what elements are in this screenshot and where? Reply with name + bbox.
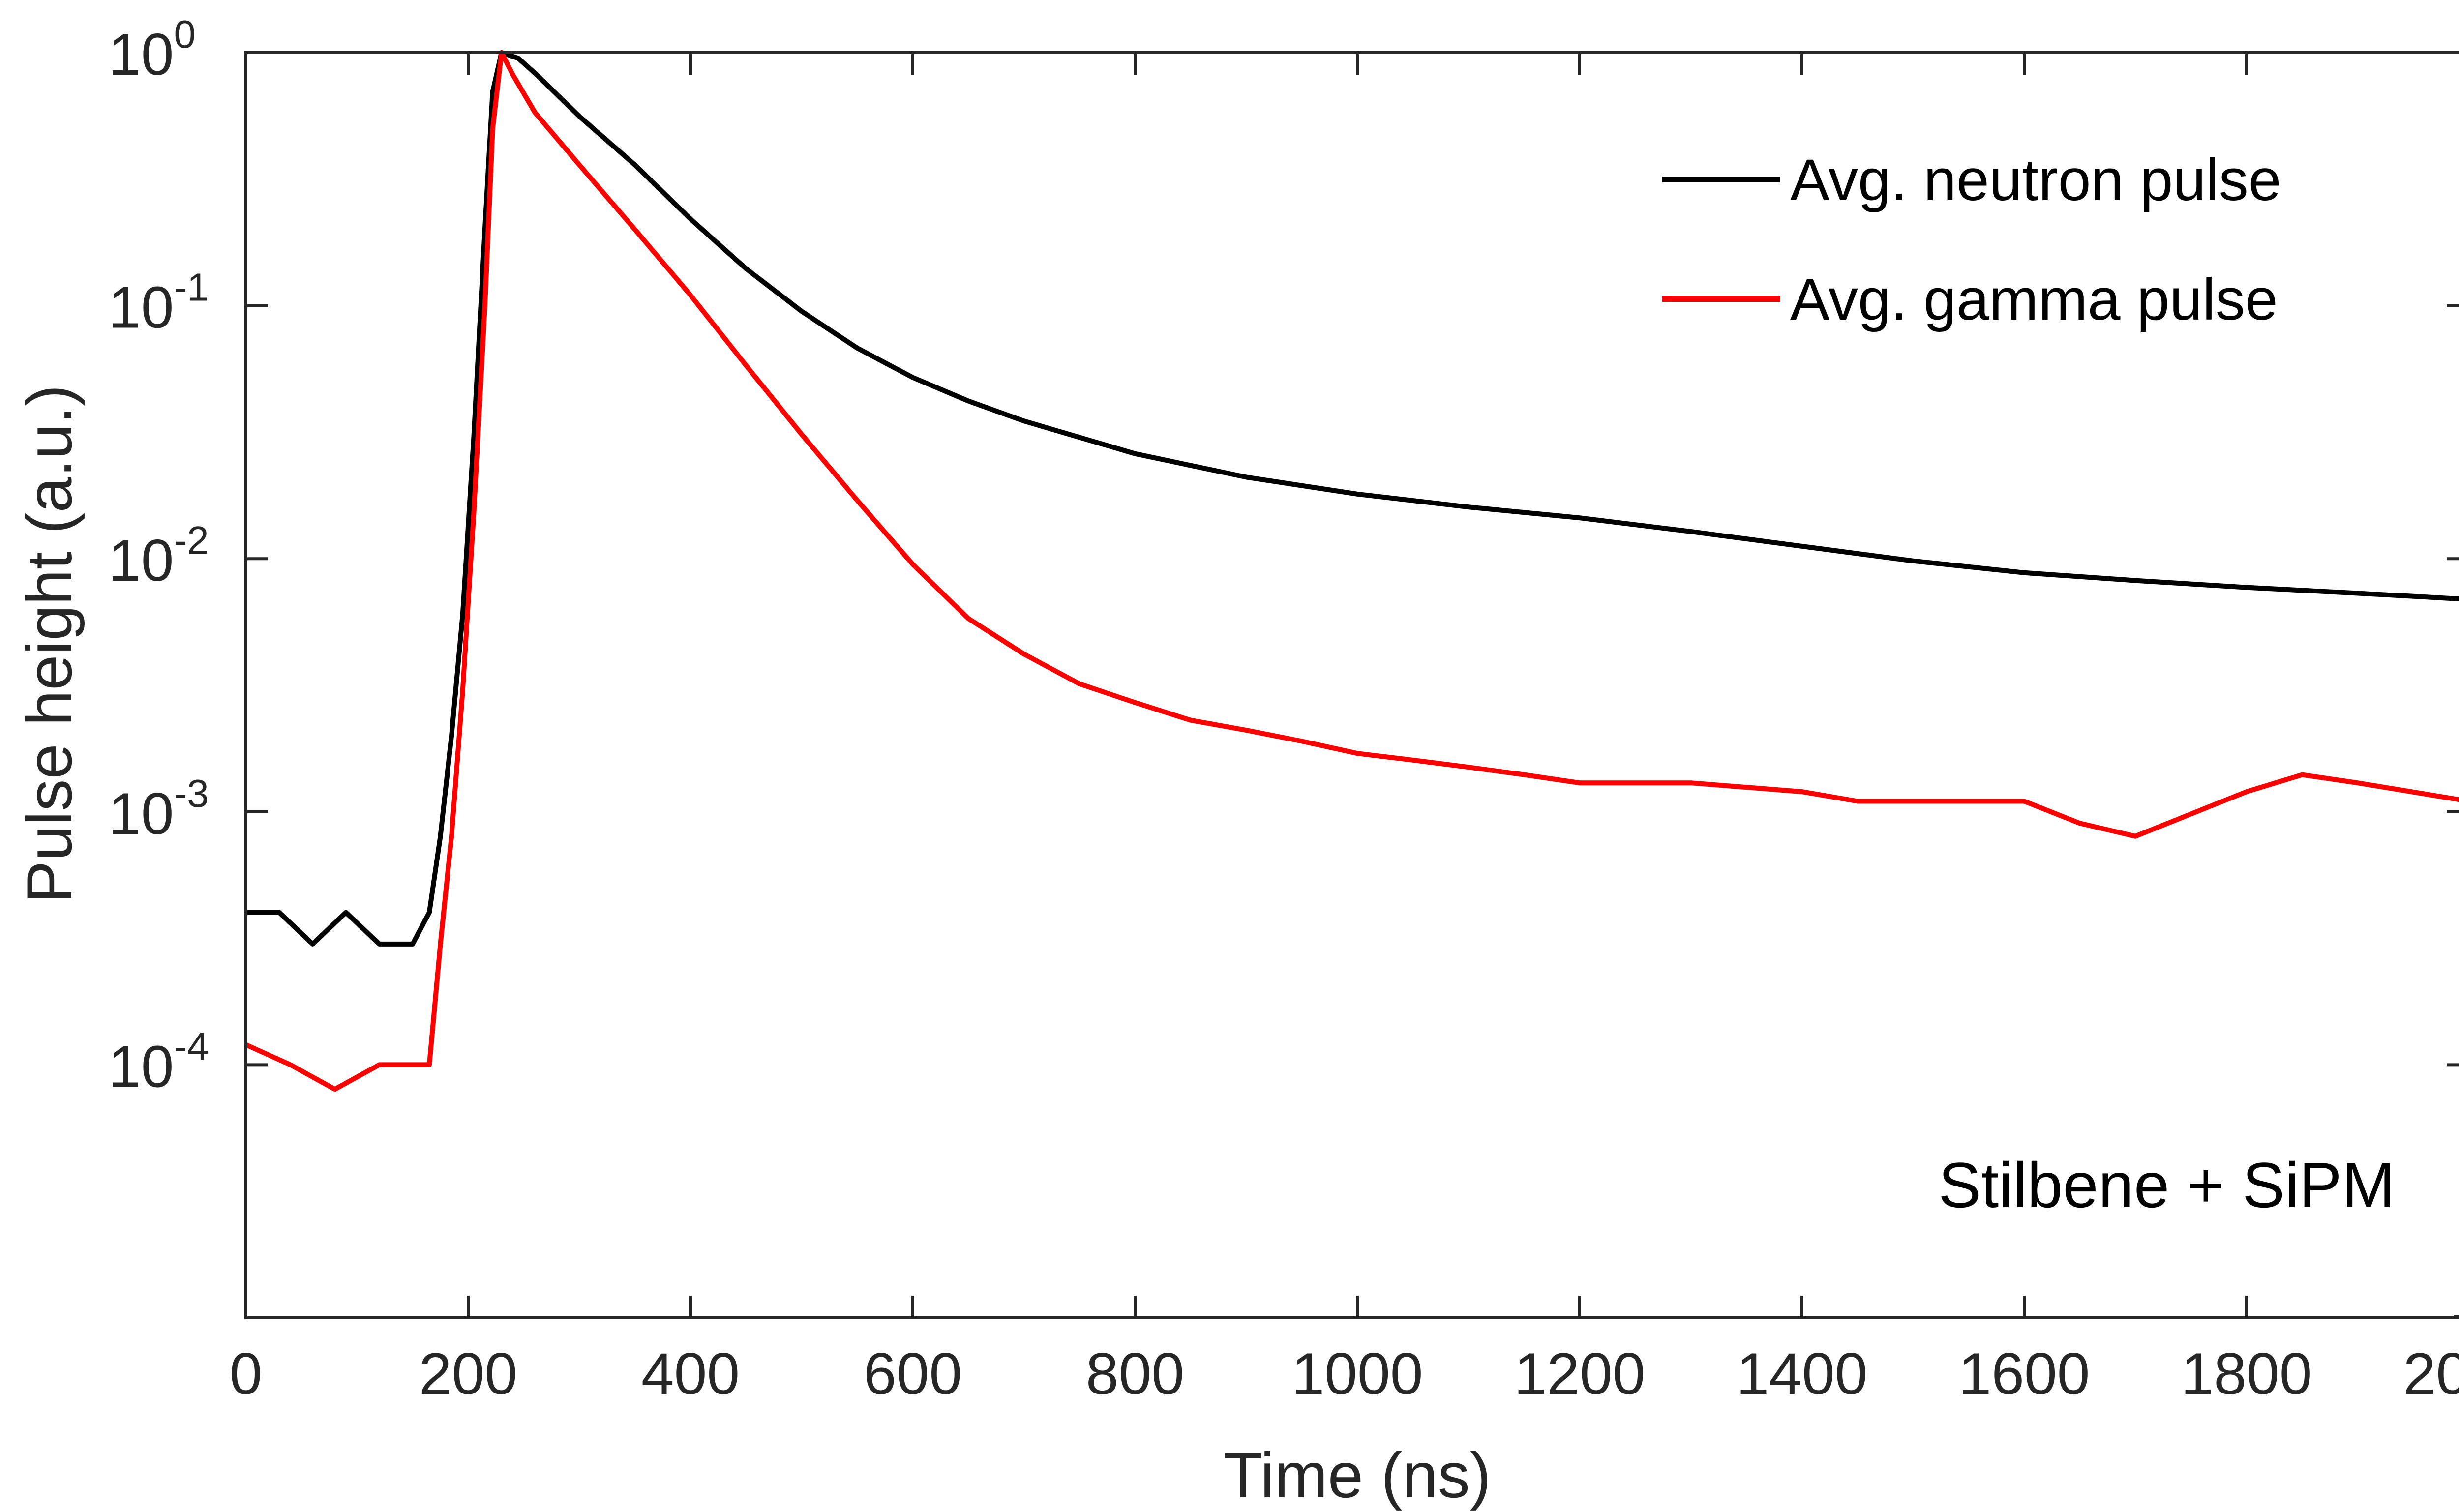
x-tick-label: 1800: [2181, 1341, 2312, 1407]
series-line-gamma: [244, 50, 2459, 1092]
series-line-neutron: [246, 50, 2459, 947]
x-tick-label: 1600: [1959, 1341, 2090, 1407]
x-tick-label: 600: [864, 1341, 962, 1407]
y-tick-label: 10-4: [108, 1024, 209, 1099]
ticks-layer: 0 200 400 600 800 1000 1200 1400 1600 1800 2000 100…: [108, 12, 2459, 1407]
legend-label-gamma: Avg. gamma pulse: [1790, 267, 2278, 332]
y-tick-label: 10-1: [108, 266, 209, 341]
plot-background: [246, 53, 2459, 1318]
x-tick-label: 1400: [1737, 1341, 1868, 1407]
x-tick-label: 200: [419, 1341, 517, 1407]
x-tick-label: 800: [1086, 1341, 1184, 1407]
legend-label-neutron: Avg. neutron pulse: [1790, 147, 2281, 213]
y-tick-label: 10-2: [108, 518, 209, 593]
x-tick-label: 1000: [1292, 1341, 1423, 1407]
annotation-text: Stilbene + SiPM: [1938, 1149, 2395, 1221]
x-tick-label: 2000: [2403, 1341, 2459, 1407]
y-tick-label: 10-3: [108, 771, 209, 847]
y-tick-label: 100: [108, 12, 196, 88]
y-axis-title: Pulse height (a.u.): [13, 385, 85, 903]
x-axis-title: Time (ns): [1224, 1439, 1491, 1511]
legend: Avg. neutron pulse Avg. gamma pulse: [1662, 147, 2281, 332]
series-layer: [244, 50, 2459, 1092]
x-tick-label: 1200: [1514, 1341, 1646, 1407]
x-tick-label: 400: [641, 1341, 740, 1407]
x-tick-label: 0: [230, 1341, 263, 1407]
